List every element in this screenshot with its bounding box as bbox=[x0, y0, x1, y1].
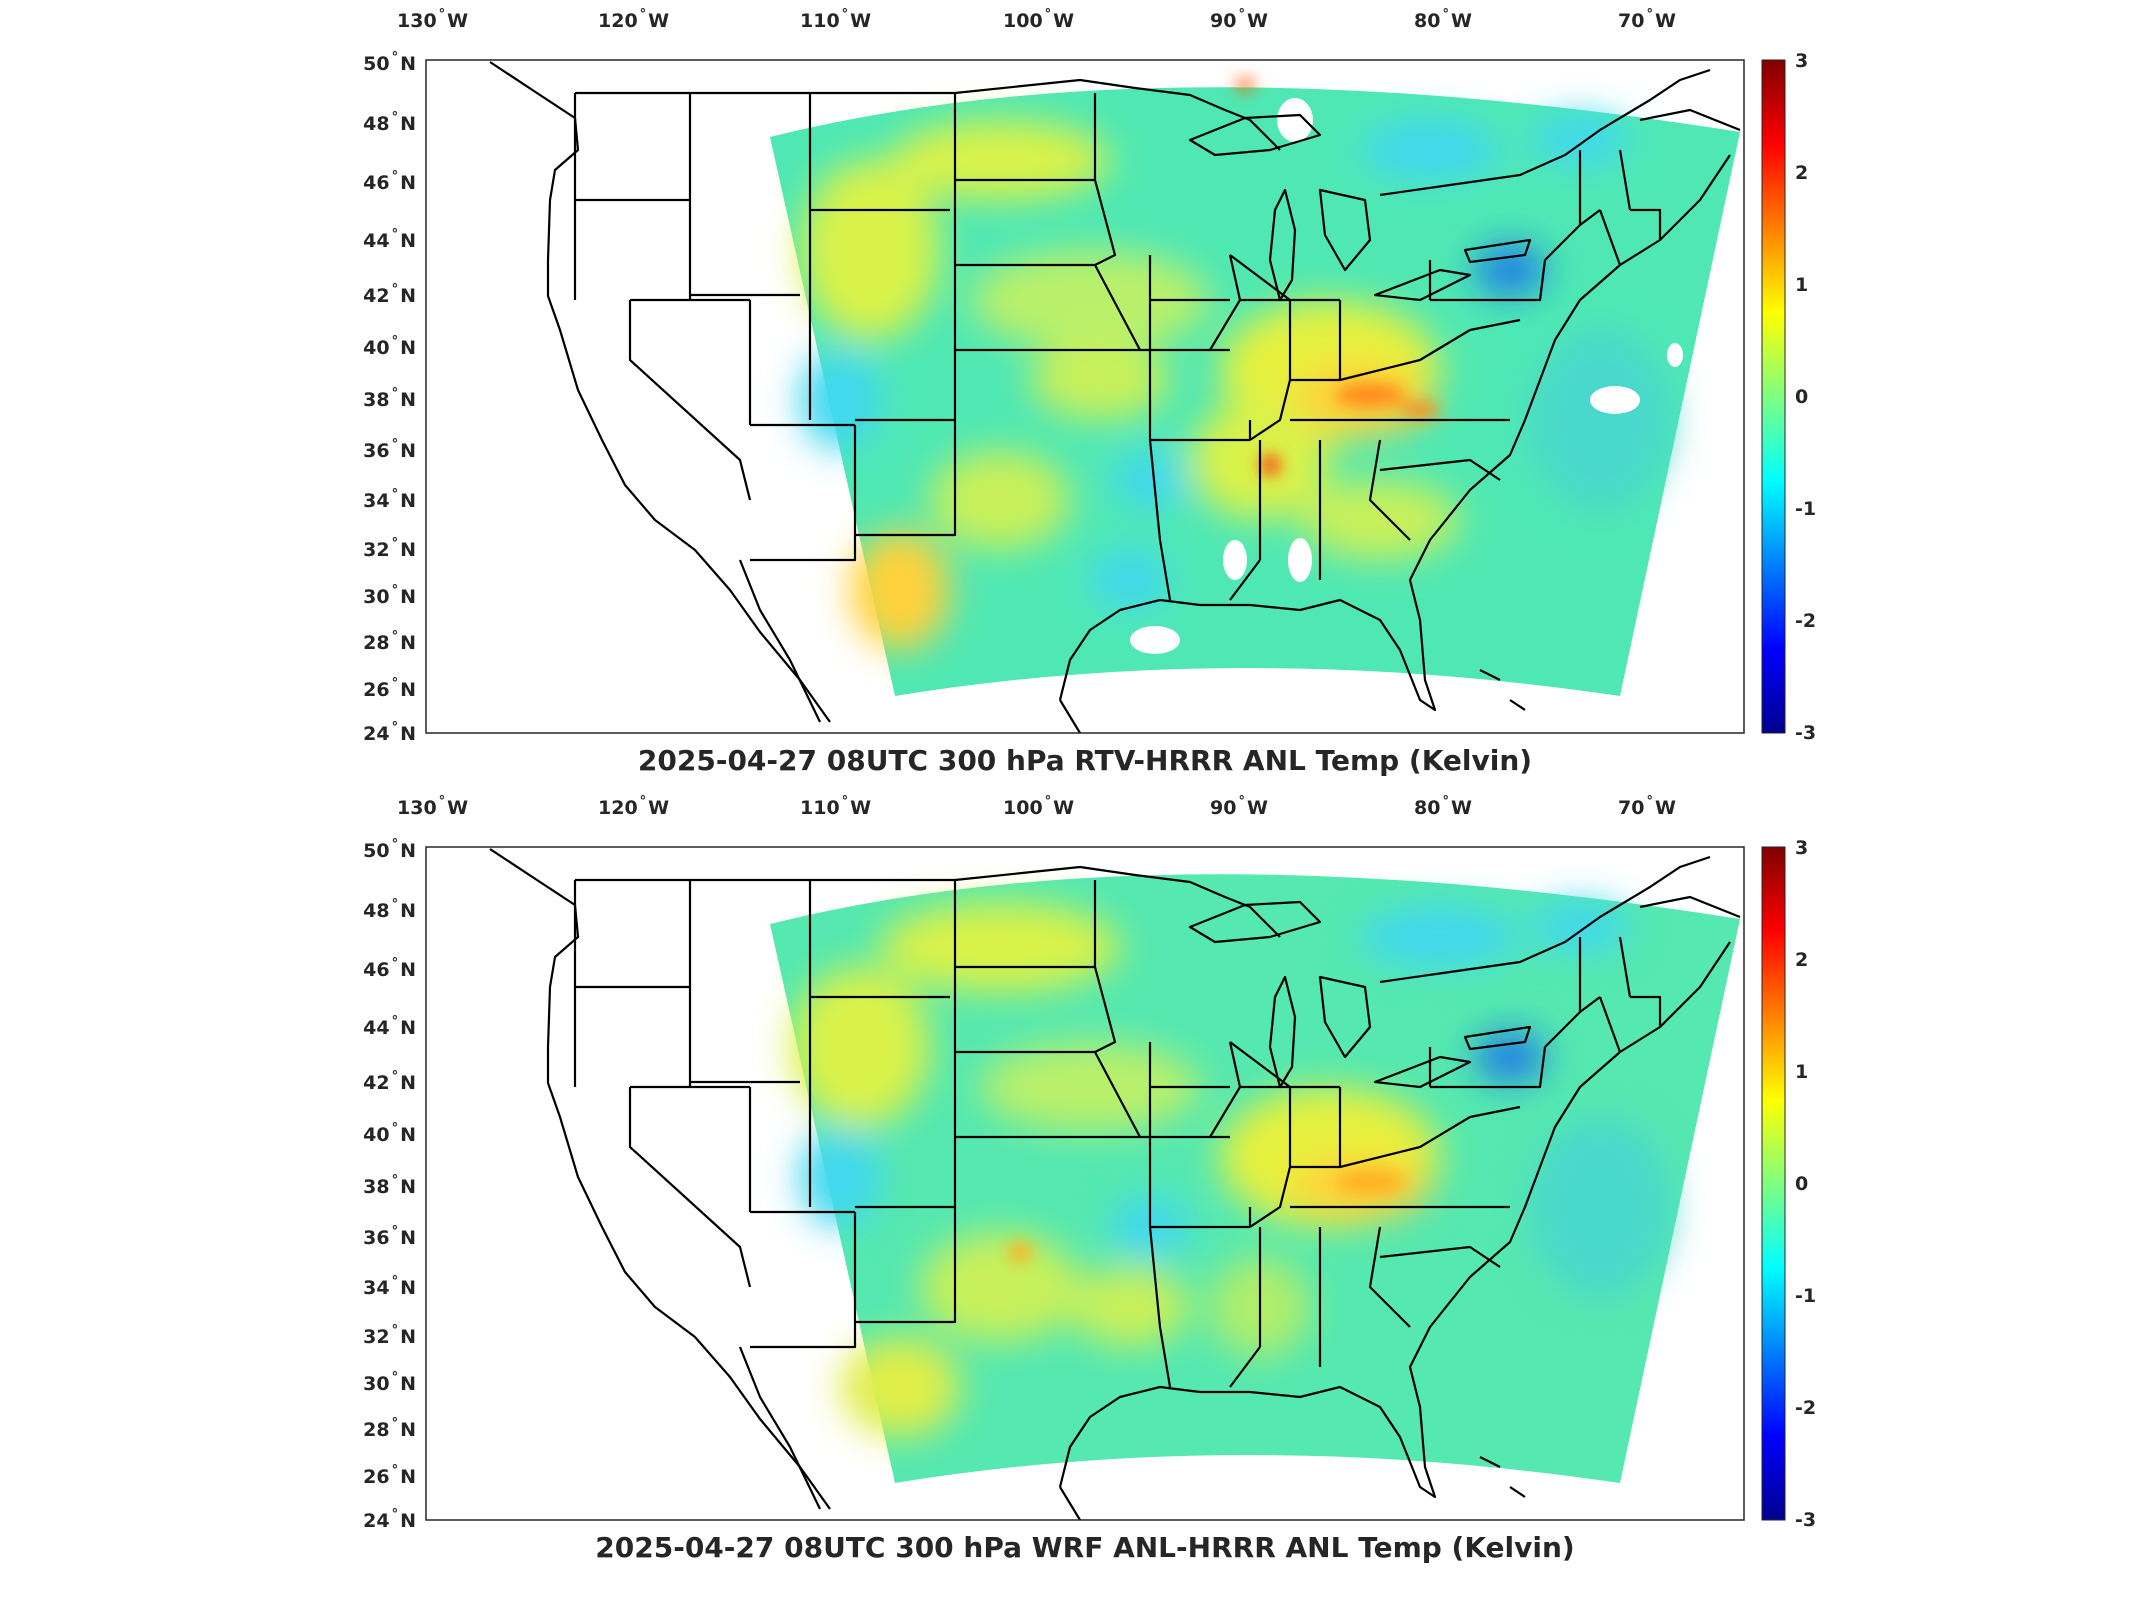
top-colorbar bbox=[1761, 59, 1786, 734]
top-maine bbox=[1639, 108, 1741, 132]
bottom-lat-label: 48 ° N bbox=[363, 897, 416, 922]
bottom-colorbar-tick: 0 bbox=[1795, 1173, 1809, 1195]
top-lat-label: 32 ° N bbox=[363, 536, 416, 561]
top-plot-frame bbox=[425, 59, 1745, 734]
top-lake-erie bbox=[1373, 268, 1472, 302]
bottom-colorbar-tick: 1 bbox=[1795, 1061, 1809, 1083]
bottom-lon-label: 120 ° W bbox=[598, 794, 670, 819]
top-northeast-border bbox=[1379, 68, 1711, 197]
top-lake-ontario bbox=[1463, 238, 1532, 264]
top-east-coastline bbox=[1058, 154, 1731, 712]
top-lon-label: 80 ° W bbox=[1414, 7, 1472, 32]
top-colorbar-tick: -2 bbox=[1795, 610, 1817, 632]
bottom-map-title: 2025-04-27 08UTC 300 hPa WRF ANL-HRRR AN… bbox=[595, 1531, 1575, 1564]
top-lat-label: 30 ° N bbox=[363, 583, 416, 608]
top-lat-label: 28 ° N bbox=[363, 629, 416, 654]
top-lat-label: 36 ° N bbox=[363, 437, 416, 462]
bottom-lat-label: 38 ° N bbox=[363, 1173, 416, 1198]
bottom-colorbar bbox=[1761, 846, 1786, 1521]
top-map-panel: 130 ° W 120 ° W 110 ° W 100 ° W 90 ° W 80 ° W 70 ° W 5… bbox=[363, 7, 1817, 777]
top-hotspots bbox=[1235, 79, 1440, 475]
top-lat-label: 46 ° N bbox=[363, 169, 416, 194]
top-missing-data bbox=[1130, 98, 1683, 654]
top-colorbar-tick: 3 bbox=[1795, 50, 1809, 72]
top-colorbar-tick: 0 bbox=[1795, 386, 1809, 408]
bottom-state-borders bbox=[573, 880, 1662, 1388]
top-lat-label: 48 ° N bbox=[363, 110, 416, 135]
top-state-borders bbox=[573, 93, 1662, 601]
top-lat-label: 40 ° N bbox=[363, 334, 416, 359]
bottom-lat-label: 50 ° N bbox=[363, 837, 416, 862]
bottom-hotspots bbox=[1008, 1170, 1405, 1262]
top-lat-label: 26 ° N bbox=[363, 676, 416, 701]
top-lat-label: 34 ° N bbox=[363, 487, 416, 512]
top-bahamas bbox=[1479, 669, 1526, 711]
bottom-map-outlines bbox=[489, 848, 1741, 1520]
bottom-lat-label: 44 ° N bbox=[363, 1014, 416, 1039]
bottom-lon-label: 70 ° W bbox=[1618, 794, 1676, 819]
top-lon-label: 110 ° W bbox=[800, 7, 872, 32]
bottom-lat-label: 32 ° N bbox=[363, 1323, 416, 1348]
bottom-bahamas bbox=[1479, 1456, 1526, 1498]
top-colorbar-tick: -1 bbox=[1795, 498, 1817, 520]
bottom-lat-label: 36 ° N bbox=[363, 1224, 416, 1249]
bottom-northeast-border bbox=[1379, 855, 1711, 984]
bottom-lon-label: 90 ° W bbox=[1210, 794, 1268, 819]
top-colorbar-tick: 1 bbox=[1795, 274, 1809, 296]
bottom-colorbar-tick: -1 bbox=[1795, 1285, 1817, 1307]
bottom-baja-coast bbox=[738, 1346, 821, 1510]
top-lake-superior bbox=[1188, 113, 1322, 157]
bottom-pacific-coastline bbox=[489, 848, 831, 1510]
top-lake-huron bbox=[1318, 188, 1372, 272]
bottom-map-panel: 130 ° W 120 ° W 110 ° W 100 ° W 90 ° W 80 ° W 70 ° W 5… bbox=[0, 787, 2133, 1587]
top-mexico-coast bbox=[1059, 699, 1081, 733]
bottom-colorbar-tick: -3 bbox=[1795, 1509, 1817, 1531]
bottom-east-coastline bbox=[1058, 941, 1731, 1499]
bottom-lat-label: 34 ° N bbox=[363, 1274, 416, 1299]
bottom-lon-label: 80 ° W bbox=[1414, 794, 1472, 819]
top-map-canvas bbox=[425, 59, 1786, 734]
bottom-lake-superior bbox=[1188, 900, 1322, 944]
top-lon-label: 70 ° W bbox=[1618, 7, 1676, 32]
bottom-lake-erie bbox=[1373, 1055, 1472, 1089]
bottom-colorbar-tick: 3 bbox=[1795, 837, 1809, 859]
top-baja-coast bbox=[738, 559, 821, 723]
top-map-outlines bbox=[489, 61, 1741, 733]
bottom-lat-label: 46 ° N bbox=[363, 956, 416, 981]
top-lat-label: 50 ° N bbox=[363, 50, 416, 75]
bottom-mexico-coast bbox=[1059, 1486, 1081, 1520]
bottom-map-canvas bbox=[425, 846, 1786, 1521]
top-lon-label: 130 ° W bbox=[397, 7, 469, 32]
top-lat-label: 42 ° N bbox=[363, 282, 416, 307]
top-lon-label: 90 ° W bbox=[1210, 7, 1268, 32]
bottom-maine bbox=[1639, 895, 1741, 919]
bottom-lon-label: 130 ° W bbox=[397, 794, 469, 819]
top-lon-label: 100 ° W bbox=[1003, 7, 1075, 32]
top-colorbar-tick: -3 bbox=[1795, 722, 1817, 744]
bottom-lat-label: 40 ° N bbox=[363, 1121, 416, 1146]
bottom-lake-huron bbox=[1318, 975, 1372, 1059]
top-lat-label: 38 ° N bbox=[363, 386, 416, 411]
bottom-plot-frame bbox=[425, 846, 1745, 1521]
bottom-lat-label: 24 ° N bbox=[363, 1507, 416, 1532]
top-colorbar-tick: 2 bbox=[1795, 162, 1809, 184]
bottom-lon-label: 110 ° W bbox=[800, 794, 872, 819]
bottom-lat-label: 30 ° N bbox=[363, 1370, 416, 1395]
bottom-lat-label: 26 ° N bbox=[363, 1463, 416, 1488]
bottom-lat-label: 42 ° N bbox=[363, 1069, 416, 1094]
bottom-lat-label: 28 ° N bbox=[363, 1416, 416, 1441]
bottom-lon-label: 100 ° W bbox=[1003, 794, 1075, 819]
bottom-lake-ontario bbox=[1463, 1025, 1532, 1051]
top-lon-label: 120 ° W bbox=[598, 7, 670, 32]
top-pacific-coastline bbox=[489, 61, 831, 723]
top-lat-label: 24 ° N bbox=[363, 720, 416, 745]
top-map-title: 2025-04-27 08UTC 300 hPa RTV-HRRR ANL Te… bbox=[637, 744, 1533, 777]
top-lat-label: 44 ° N bbox=[363, 227, 416, 252]
bottom-colorbar-tick: -2 bbox=[1795, 1397, 1817, 1419]
bottom-colorbar-tick: 2 bbox=[1795, 949, 1809, 971]
